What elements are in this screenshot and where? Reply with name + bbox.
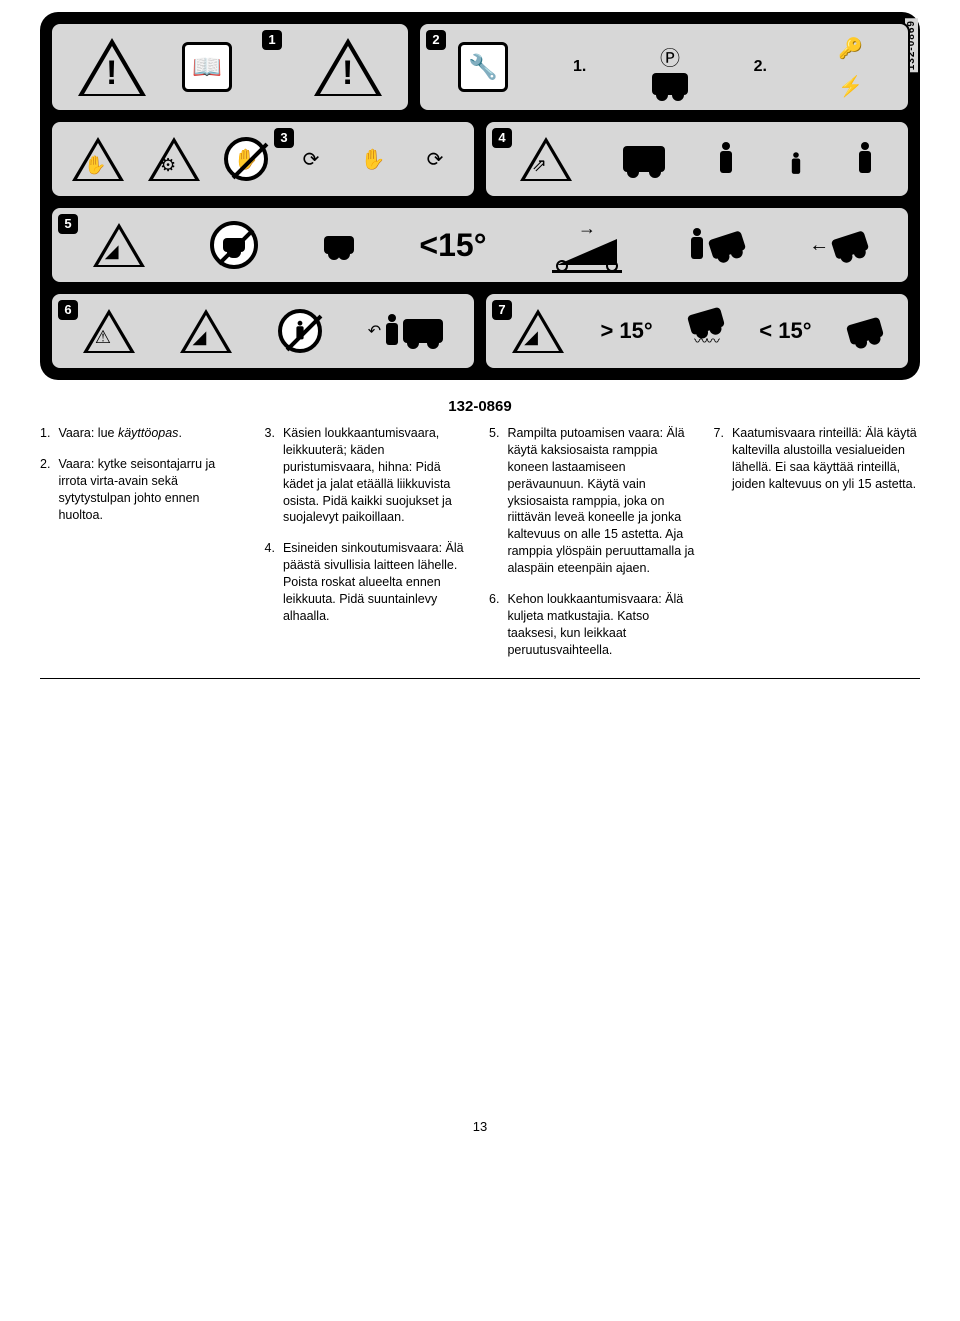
bystander-child-icon bbox=[789, 152, 802, 176]
badge-2: 2 bbox=[426, 30, 446, 50]
legend-text: Vaara: kytke seisontajarru ja irrota vir… bbox=[58, 456, 246, 524]
operator-icon bbox=[383, 314, 401, 348]
figure-code: 132-0869 bbox=[40, 398, 920, 415]
legend-num: 5. bbox=[489, 425, 499, 577]
thrown-object-icon: ⇗ bbox=[520, 137, 572, 181]
cut-hazard-icon: ✋ bbox=[72, 137, 124, 181]
safety-label-board: 132-0869 1 ! 📖 ! 2 🔧 1. Ⓟ 2. 🔑 bbox=[40, 12, 920, 380]
legend-text: Esineiden sinkoutumisvaara: Älä päästä s… bbox=[283, 540, 471, 624]
legend-num: 7. bbox=[714, 425, 724, 493]
mower-side-icon bbox=[403, 319, 443, 343]
no-double-ramp-icon bbox=[210, 221, 258, 269]
parking-brake-icon: Ⓟ bbox=[651, 39, 689, 73]
step-1-label: 1. bbox=[573, 58, 586, 76]
legend-text: Käsien loukkaantumisvaara, leikkuuterä; … bbox=[283, 425, 471, 526]
gt-angle-label: > 15° bbox=[600, 318, 652, 344]
badge-3: 3 bbox=[274, 128, 294, 148]
warning-triangle-icon: ! bbox=[314, 38, 382, 96]
mower-on-ramp-icon bbox=[324, 236, 354, 254]
badge-6: 6 bbox=[58, 300, 78, 320]
legend-num: 4. bbox=[265, 540, 275, 624]
spark-plug-icon: ⚡ bbox=[832, 69, 870, 103]
badge-7: 7 bbox=[492, 300, 512, 320]
person-on-mower-icon bbox=[688, 228, 706, 262]
legend-col-3: 5. Rampilta putoamisen vaara: Älä käytä … bbox=[489, 425, 696, 658]
legend-num: 3. bbox=[265, 425, 275, 526]
legend-text: Rampilta putoamisen vaara: Älä käytä kak… bbox=[507, 425, 695, 577]
wrench-manual-icon: 🔧 bbox=[458, 42, 508, 92]
ramp-fall-icon: ◢ bbox=[93, 223, 145, 267]
legend-item: 7. Kaatumisvaara rinteillä: Älä käytä ka… bbox=[714, 425, 921, 493]
arrow-left-icon: ← bbox=[809, 234, 829, 257]
panel-passengers: 6 ⚠ ◢ ↶ bbox=[50, 292, 476, 370]
board-row-2: 3 ✋ ⚙ ✋ ⟳ ✋ ⟳ 4 ⇗ bbox=[50, 120, 910, 198]
mower-slope-water-icon bbox=[687, 307, 725, 336]
legend-col-4: 7. Kaatumisvaara rinteillä: Älä käytä ka… bbox=[714, 425, 921, 658]
legend-item: 1. Vaara: lue käyttöopas. bbox=[40, 425, 247, 442]
legend-text: Kehon loukkaantumisvaara: Älä kuljeta ma… bbox=[507, 591, 695, 659]
pinch-hazard-icon: ⚙ bbox=[148, 137, 200, 181]
panel-slope: 7 ◢ > 15° 〰〰 < 15° bbox=[484, 292, 910, 370]
page-number: 13 bbox=[40, 1119, 920, 1134]
legend-item: 4. Esineiden sinkoutumisvaara: Älä pääst… bbox=[265, 540, 472, 624]
mower-reverse-up-icon bbox=[707, 230, 746, 260]
hand-icon: ✋ bbox=[354, 142, 392, 176]
tip-hazard-icon: ◢ bbox=[180, 309, 232, 353]
legend-grid: 1. Vaara: lue käyttöopas. 2. Vaara: kytk… bbox=[40, 425, 920, 658]
lt-angle-label: < 15° bbox=[759, 318, 811, 344]
look-back-arrow-icon: ↶ bbox=[368, 321, 381, 341]
legend-item: 5. Rampilta putoamisen vaara: Älä käytä … bbox=[489, 425, 696, 577]
legend-num: 6. bbox=[489, 591, 499, 659]
body-hazard-icon: ⚠ bbox=[83, 309, 135, 353]
rollover-icon: ◢ bbox=[512, 309, 564, 353]
rotating-arrows-icon: ⟳ bbox=[416, 142, 454, 176]
mower-front-icon bbox=[623, 146, 665, 172]
panel-hand-hazard: 3 ✋ ⚙ ✋ ⟳ ✋ ⟳ bbox=[50, 120, 476, 198]
angle-limit-label: <15° bbox=[419, 227, 486, 264]
arrow-right-icon: → bbox=[578, 218, 596, 239]
panel-manual: 1 ! 📖 ! bbox=[50, 22, 410, 112]
no-hand-icon: ✋ bbox=[224, 137, 268, 181]
page: 132-0869 1 ! 📖 ! 2 🔧 1. Ⓟ 2. 🔑 bbox=[0, 0, 960, 1174]
key-icon: 🔑 bbox=[832, 31, 870, 65]
badge-1: 1 bbox=[262, 30, 282, 50]
legend-num: 1. bbox=[40, 425, 50, 442]
legend-text: Vaara: lue käyttöopas. bbox=[58, 425, 246, 442]
bystander-adult-icon bbox=[717, 142, 735, 176]
legend-item: 6. Kehon loukkaantumisvaara: Älä kuljeta… bbox=[489, 591, 696, 659]
mower-slope-icon bbox=[846, 317, 884, 346]
panel-ramp-loading: 5 ◢ <15° → ← bbox=[50, 206, 910, 284]
digging-person-icon bbox=[856, 142, 874, 176]
panel-thrown-objects: 4 ⇗ bbox=[484, 120, 910, 198]
legend-item: 2. Vaara: kytke seisontajarru ja irrota … bbox=[40, 456, 247, 524]
manual-book-icon: 📖 bbox=[182, 42, 232, 92]
board-row-3: 5 ◢ <15° → ← bbox=[50, 206, 910, 284]
mower-forward-down-icon bbox=[831, 230, 870, 260]
legend-item: 3. Käsien loukkaantumisvaara, leikkuuter… bbox=[265, 425, 472, 526]
board-row-1: 1 ! 📖 ! 2 🔧 1. Ⓟ 2. 🔑 ⚡ bbox=[50, 22, 910, 112]
no-passenger-icon bbox=[278, 309, 322, 353]
legend-col-2: 3. Käsien loukkaantumisvaara, leikkuuter… bbox=[265, 425, 472, 658]
trailer-base-icon bbox=[552, 265, 622, 273]
rotating-arrows-icon: ⟳ bbox=[292, 142, 330, 176]
legend-num: 2. bbox=[40, 456, 50, 524]
separator-line bbox=[40, 678, 920, 679]
board-row-4: 6 ⚠ ◢ ↶ 7 ◢ > 15° 〰〰 < 15° bbox=[50, 292, 910, 370]
legend-text: Kaatumisvaara rinteillä: Älä käytä kalte… bbox=[732, 425, 920, 493]
legend-col-1: 1. Vaara: lue käyttöopas. 2. Vaara: kytk… bbox=[40, 425, 247, 658]
badge-4: 4 bbox=[492, 128, 512, 148]
warning-triangle-icon: ! bbox=[78, 38, 146, 96]
panel-service: 2 🔧 1. Ⓟ 2. 🔑 ⚡ bbox=[418, 22, 910, 112]
badge-5: 5 bbox=[58, 214, 78, 234]
step-2-label: 2. bbox=[754, 58, 767, 76]
mower-icon bbox=[652, 73, 688, 95]
